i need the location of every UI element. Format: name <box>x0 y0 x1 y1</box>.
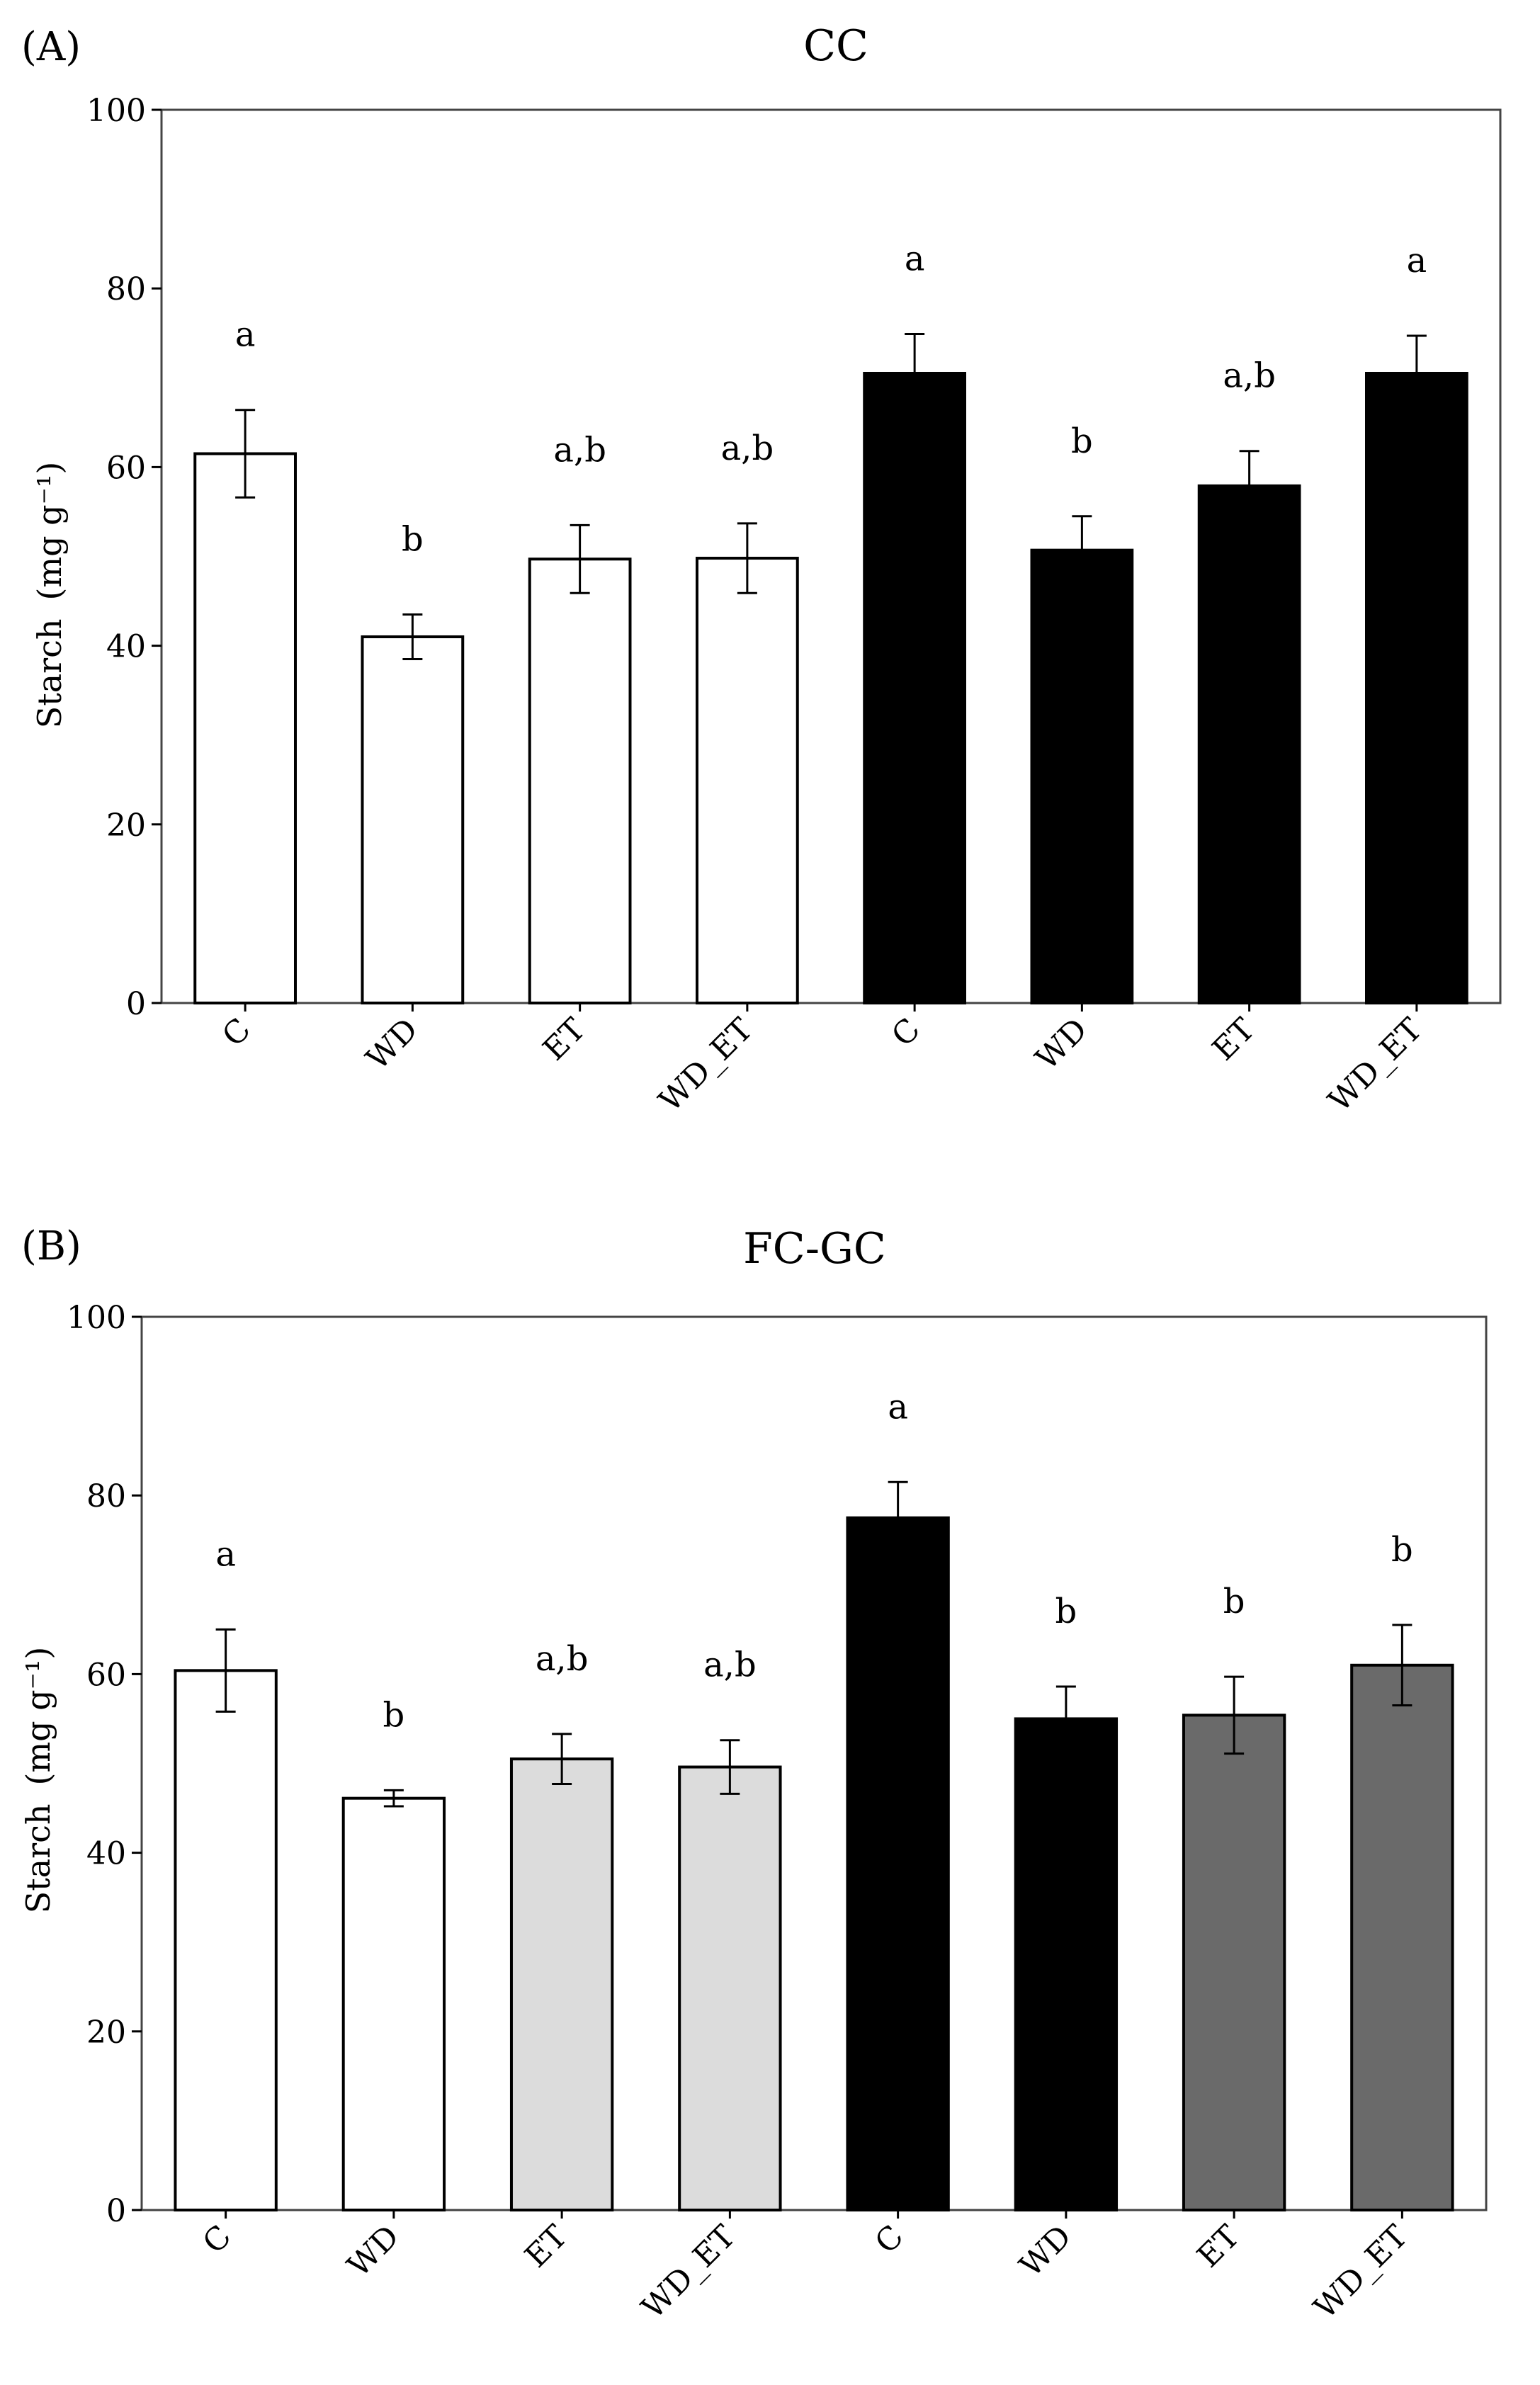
chart-b-canvas: (B) FC-GC Starch (mg g⁻¹) 0 20 40 60 80 100 a Cb… <box>19 1223 1488 2326</box>
x-category-label: WD <box>1029 1012 1094 1077</box>
chart-title-b: FC-GC <box>743 1224 886 1274</box>
bar <box>174 1669 278 2211</box>
bar <box>1197 484 1301 1004</box>
bar <box>1350 1663 1454 2211</box>
bar <box>528 557 632 1004</box>
x-category-label: WD_ET <box>635 2219 742 2326</box>
x-category-label: WD_ET <box>652 1012 760 1119</box>
significance-letter: a <box>905 239 925 279</box>
bar <box>863 371 966 1004</box>
bar <box>1365 371 1468 1004</box>
bar <box>696 557 799 1004</box>
y-tick-label: 100 <box>67 1300 126 1336</box>
significance-letter: a,b <box>536 1639 589 1679</box>
x-category-label: WD_ET <box>1322 1012 1429 1119</box>
y-axis-label-a: Starch (mg g⁻¹) <box>30 462 69 729</box>
y-tick-label: 60 <box>106 450 146 486</box>
x-category-label: ET <box>1190 2219 1247 2275</box>
bar <box>1014 1717 1119 2211</box>
significance-letter: b <box>402 519 424 559</box>
x-category-label: C <box>868 2219 911 2261</box>
significance-letter: a <box>888 1387 908 1427</box>
significance-letter: a <box>215 1534 236 1574</box>
x-category-label: C <box>885 1012 927 1054</box>
x-category-label: WD_ET <box>1307 2219 1415 2326</box>
y-axis-label-unit-b: (mg g⁻¹) <box>19 1647 57 1786</box>
y-axis-label-unit-a: (mg g⁻¹) <box>30 462 69 601</box>
y-tick-label: 100 <box>86 93 146 129</box>
bar <box>1182 1713 1286 2211</box>
y-tick-label: 20 <box>106 808 146 844</box>
significance-letter: a,b <box>553 430 606 470</box>
plot-frame <box>140 1315 1488 2211</box>
y-axis-label-main-a: Starch <box>30 618 69 728</box>
bar <box>361 635 465 1004</box>
y-tick-label: 40 <box>106 629 146 665</box>
bar <box>846 1516 950 2212</box>
y-tick-label: 60 <box>86 1657 126 1693</box>
x-category-label: WD <box>341 2219 407 2284</box>
y-axis-label-b: Starch (mg g⁻¹) <box>19 1647 57 1914</box>
x-category-label: ET <box>518 2219 574 2275</box>
significance-letter: b <box>383 1695 405 1735</box>
bar <box>341 1796 446 2211</box>
x-category-label: ET <box>1206 1012 1262 1068</box>
plot-frame <box>160 108 1502 1004</box>
chart-title-a: CC <box>803 21 868 71</box>
x-category-label: ET <box>536 1012 593 1068</box>
y-tick-label: 0 <box>106 2193 126 2229</box>
bar <box>509 1757 614 2211</box>
y-tick-label: 80 <box>106 271 146 307</box>
x-category-label: C <box>215 1012 258 1054</box>
x-category-label: WD <box>359 1012 425 1077</box>
bar <box>1030 548 1134 1004</box>
significance-letter: a <box>235 315 256 355</box>
y-tick-label: 20 <box>86 2015 126 2051</box>
x-category-label: WD <box>1013 2219 1079 2284</box>
significance-letter: b <box>1071 421 1093 461</box>
y-tick-label: 80 <box>86 1478 126 1514</box>
significance-letter: a,b <box>703 1645 757 1685</box>
y-axis-label-main-b: Starch <box>19 1803 57 1913</box>
significance-letter: b <box>1055 1592 1077 1631</box>
significance-letter: a <box>1407 241 1427 281</box>
significance-letter: a,b <box>721 429 774 468</box>
significance-letter: a,b <box>1223 356 1276 396</box>
chart-a-canvas: (A) CC Starch (mg g⁻¹) 0 20 40 60 80 100 a Cb WD a… <box>21 21 1502 1119</box>
bar <box>678 1765 782 2211</box>
panel-label-a: (A) <box>21 24 81 70</box>
significance-letter: b <box>1391 1530 1413 1570</box>
bar <box>193 452 297 1004</box>
y-tick-label: 40 <box>86 1836 126 1872</box>
y-tick-label: 0 <box>126 986 146 1022</box>
x-category-label: C <box>196 2219 239 2261</box>
significance-letter: b <box>1223 1582 1245 1621</box>
panel-label-b: (B) <box>21 1223 81 1269</box>
